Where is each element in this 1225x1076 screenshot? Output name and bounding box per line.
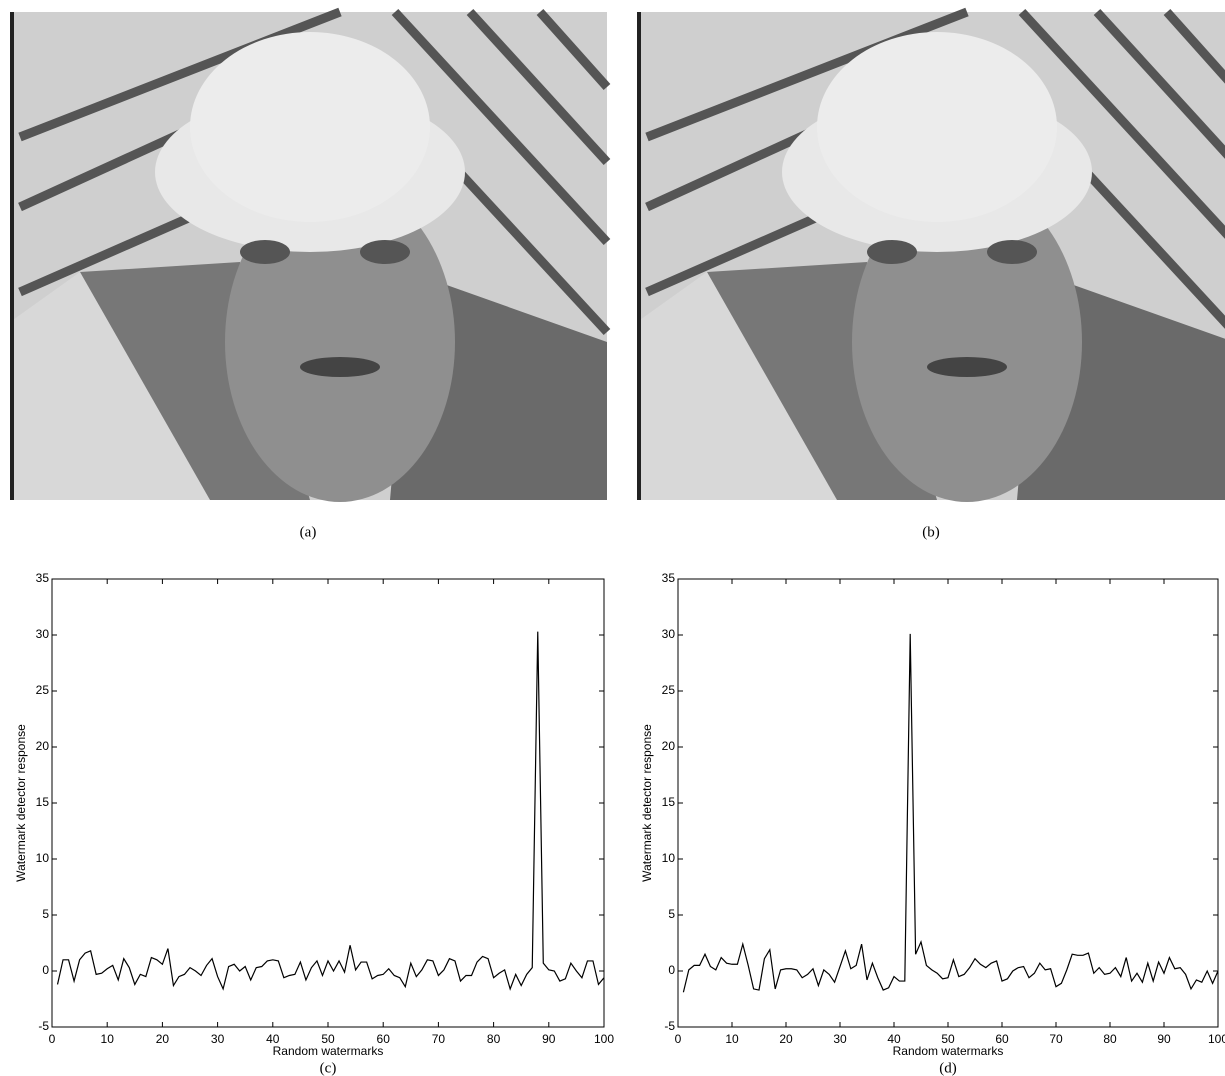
x-tick-label: 10	[725, 1032, 739, 1046]
x-tick-label: 10	[101, 1032, 115, 1046]
y-tick-label: 30	[662, 627, 676, 641]
data-line	[56, 631, 605, 991]
y-tick-label: 30	[36, 627, 50, 641]
y-tick-label: 25	[36, 683, 50, 697]
x-tick-label: 60	[377, 1032, 391, 1046]
y-tick-label: 10	[36, 851, 50, 865]
x-tick-label: 0	[49, 1032, 56, 1046]
y-tick-label: 35	[662, 571, 676, 585]
y-tick-label: 20	[36, 739, 50, 753]
x-tick-label: 80	[1103, 1032, 1117, 1046]
x-tick-label: 100	[594, 1032, 614, 1046]
y-tick-label: 0	[42, 963, 49, 977]
x-tick-label: 20	[156, 1032, 170, 1046]
caption: (a)	[300, 524, 317, 540]
caption: (c)	[320, 1060, 337, 1076]
x-tick-label: 50	[321, 1032, 335, 1046]
y-tick-label: 35	[36, 571, 50, 585]
caption: (b)	[922, 524, 940, 540]
y-tick-label: 15	[662, 795, 676, 809]
y-axis-label: Watermark detector response	[640, 724, 654, 882]
y-axis-label: Watermark detector response	[14, 724, 28, 882]
y-tick-label: 25	[662, 683, 676, 697]
y-tick-label: 20	[662, 739, 676, 753]
y-tick-label: 0	[668, 963, 675, 977]
x-tick-label: 30	[211, 1032, 225, 1046]
x-tick-label: 80	[487, 1032, 501, 1046]
x-tick-label: 20	[779, 1032, 793, 1046]
x-tick-label: 90	[1157, 1032, 1171, 1046]
x-tick-label: 30	[833, 1032, 847, 1046]
x-tick-label: 40	[887, 1032, 901, 1046]
x-tick-label: 100	[1208, 1032, 1225, 1046]
y-tick-label: 10	[662, 851, 676, 865]
x-tick-label: 50	[941, 1032, 955, 1046]
plot-frame	[677, 578, 1219, 1028]
y-tick-label: -5	[38, 1019, 49, 1033]
y-tick-label: 5	[668, 907, 675, 921]
x-tick-label: 90	[542, 1032, 556, 1046]
x-tick-label: 70	[1049, 1032, 1063, 1046]
data-line	[682, 633, 1219, 993]
y-tick-label: 15	[36, 795, 50, 809]
x-tick-label: 70	[432, 1032, 446, 1046]
x-axis-label: Random watermarks	[273, 1044, 384, 1058]
photo	[637, 12, 1225, 502]
y-tick-label: 5	[42, 907, 49, 921]
y-tick-label: -5	[664, 1019, 675, 1033]
caption: (d)	[939, 1060, 957, 1076]
x-tick-label: 40	[266, 1032, 280, 1046]
photo	[10, 12, 607, 502]
x-tick-label: 60	[995, 1032, 1009, 1046]
x-tick-label: 0	[675, 1032, 682, 1046]
x-axis-label: Random watermarks	[893, 1044, 1004, 1058]
